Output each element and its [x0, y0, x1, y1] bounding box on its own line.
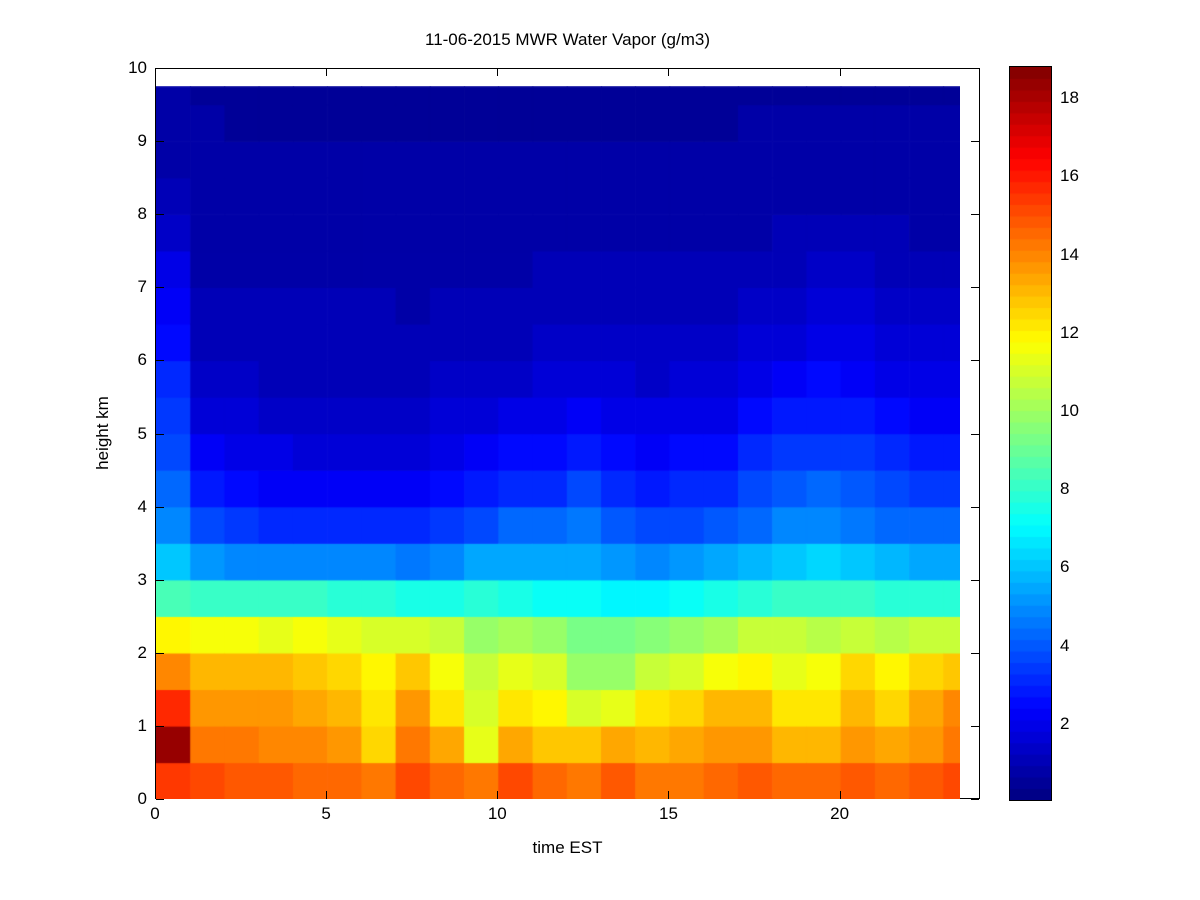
y-tick-label: 4 — [137, 496, 147, 516]
y-tick — [156, 68, 164, 69]
y-tick — [156, 506, 164, 508]
y-tick-right — [971, 799, 979, 800]
x-tick-label: 20 — [830, 804, 850, 823]
y-axis-label: height km — [93, 396, 112, 470]
colorbar-tick-label: 10 — [1060, 401, 1079, 421]
y-tick-right — [971, 506, 979, 508]
x-tick-top — [326, 68, 328, 76]
y-tick-label: 1 — [137, 715, 147, 735]
y-tick — [156, 433, 164, 435]
y-tick-label: 0 — [137, 789, 147, 808]
y-tick-label: 3 — [137, 569, 147, 589]
colorbar-tick-label: 4 — [1060, 635, 1070, 655]
x-tick-top — [155, 68, 156, 76]
y-tick — [156, 725, 164, 727]
colorbar-tick-label: 8 — [1060, 479, 1070, 499]
y-tick-label: 5 — [137, 423, 147, 443]
y-tick — [156, 799, 164, 800]
y-tick — [156, 579, 164, 581]
colorbar-tick-label: 2 — [1060, 713, 1070, 733]
y-tick-right — [971, 725, 979, 727]
y-tick-label: 8 — [137, 204, 147, 224]
x-tick-label: 15 — [659, 804, 678, 823]
colorbar-tick-label: 16 — [1060, 166, 1079, 186]
x-tick — [497, 791, 499, 799]
x-tick — [839, 791, 841, 799]
y-tick — [156, 652, 164, 654]
y-tick — [156, 360, 164, 362]
colorbar-tick-label: 14 — [1060, 244, 1079, 264]
colorbar-tick-label: 6 — [1060, 557, 1070, 577]
x-tick-label: 5 — [321, 804, 331, 823]
y-tick-label: 9 — [137, 131, 147, 151]
y-tick-label: 2 — [137, 642, 147, 662]
colorbar-tick-label: 18 — [1060, 88, 1079, 108]
colorbar-canvas — [1010, 67, 1051, 800]
y-tick-right — [971, 579, 979, 581]
colorbar-tick-label: 12 — [1060, 322, 1079, 342]
y-tick-right — [971, 360, 979, 362]
x-tick-top — [668, 68, 670, 76]
y-tick — [156, 287, 164, 289]
colorbar — [1009, 66, 1052, 801]
y-tick-label: 6 — [137, 350, 147, 370]
x-tick-top — [839, 68, 841, 76]
x-tick-label: 0 — [150, 804, 160, 823]
y-tick-right — [971, 141, 979, 143]
heatmap-canvas — [156, 86, 960, 799]
y-tick-right — [971, 214, 979, 216]
y-tick-right — [971, 287, 979, 289]
x-axis-label: time EST — [532, 838, 603, 857]
x-tick-top — [497, 68, 499, 76]
y-tick-label: 7 — [137, 277, 147, 297]
x-tick-label: 10 — [487, 804, 507, 823]
y-tick-right — [971, 68, 979, 69]
x-tick — [668, 791, 670, 799]
y-tick-right — [971, 433, 979, 435]
x-tick — [326, 791, 328, 799]
x-tick — [155, 791, 156, 799]
y-tick-label: 10 — [128, 58, 147, 77]
y-tick-right — [971, 652, 979, 654]
y-tick — [156, 141, 164, 143]
y-tick — [156, 214, 164, 216]
plot-title: 11-06-2015 MWR Water Vapor (g/m3) — [425, 30, 710, 49]
